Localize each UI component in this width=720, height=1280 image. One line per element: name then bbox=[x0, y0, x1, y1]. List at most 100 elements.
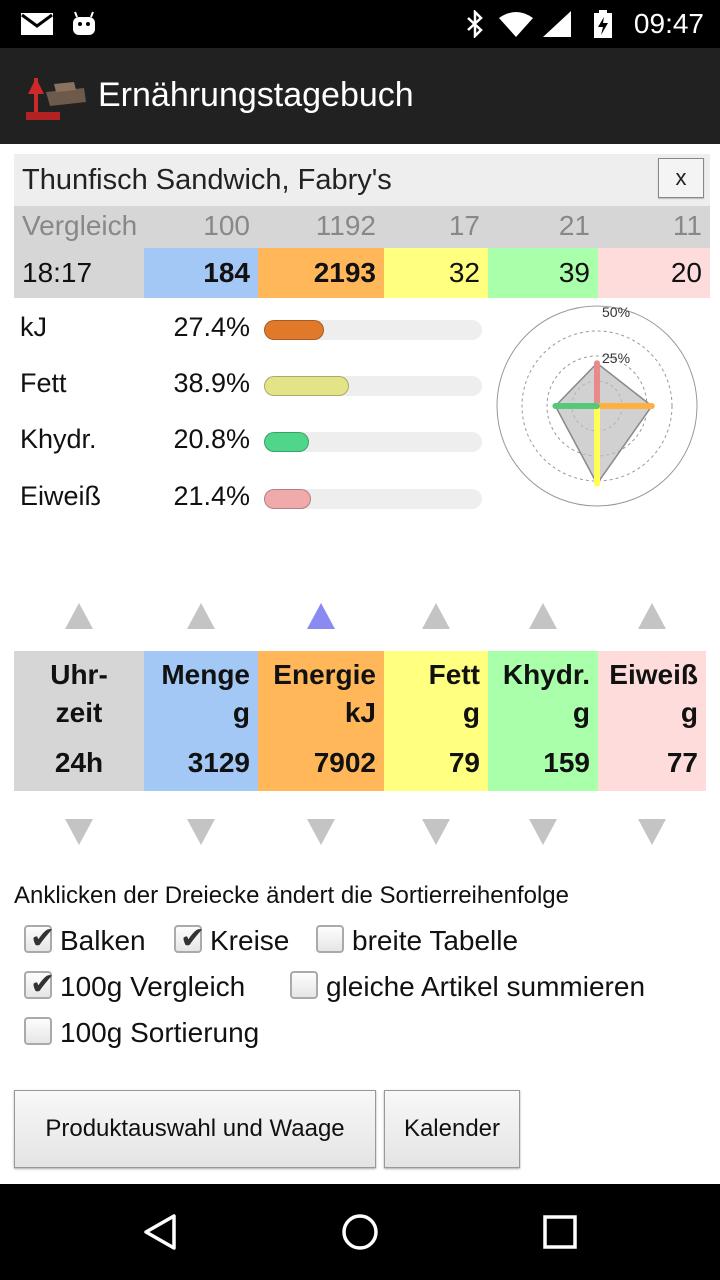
recents-icon[interactable] bbox=[542, 1214, 578, 1250]
sort-down-fat-icon[interactable] bbox=[422, 819, 450, 845]
summary-unit: g bbox=[680, 697, 698, 728]
comparison-energy: 1192 bbox=[315, 210, 376, 241]
sort-up-protein-icon[interactable] bbox=[638, 603, 666, 629]
nutrient-bar-fill bbox=[264, 376, 349, 396]
summary-value: 79 bbox=[448, 747, 480, 778]
nutrient-percent: 27.4% bbox=[173, 312, 250, 342]
home-icon[interactable] bbox=[340, 1212, 380, 1252]
comparison-protein: 11 bbox=[672, 210, 702, 241]
nutrient-bar-fill bbox=[264, 489, 311, 509]
nutrient-row-fat: Fett 38.9% bbox=[14, 362, 494, 412]
nutrient-row-carbs: Khydr. 20.8% bbox=[14, 418, 494, 468]
option-label: Balken bbox=[60, 925, 146, 956]
entry-row[interactable]: 18:17 184 2193 32 39 20 bbox=[14, 248, 710, 298]
sort-down-energy-icon[interactable] bbox=[307, 819, 335, 845]
summary-col-protein: Eiweiß g 77 bbox=[598, 651, 706, 791]
summary-table: Uhr- zeit 24h Menge g 3129 Energie kJ 79… bbox=[14, 651, 706, 791]
checkbox-box[interactable]: ✔ bbox=[24, 922, 55, 955]
summary-col-carbs: Khydr. g 159 bbox=[488, 651, 598, 791]
summary-value: 7902 bbox=[313, 747, 376, 778]
option-100g-sort-checkbox[interactable]: 100g Sortierung bbox=[24, 1013, 304, 1053]
check-icon: ✔ bbox=[30, 922, 56, 955]
nutrient-label: Khydr. bbox=[20, 424, 97, 454]
navigation-bar bbox=[0, 1184, 720, 1280]
app-bar: Ernährungstagebuch bbox=[0, 48, 720, 144]
checkbox-box[interactable] bbox=[316, 925, 344, 953]
option-bars-checkbox[interactable]: ✔ Balken bbox=[24, 921, 164, 961]
option-label: Kreise bbox=[210, 925, 290, 956]
option-label: 100g Vergleich bbox=[60, 971, 246, 1002]
mail-icon bbox=[21, 13, 53, 35]
radar-label-50: 50% bbox=[602, 304, 630, 320]
nutrient-radar-chart: 50% 25% bbox=[496, 304, 698, 507]
wifi-icon bbox=[499, 12, 533, 37]
option-circles-checkbox[interactable]: ✔ Kreise bbox=[174, 921, 304, 961]
nutrient-bar-track bbox=[264, 489, 482, 509]
nutrient-percent: 21.4% bbox=[173, 481, 250, 511]
product-title: Thunfisch Sandwich, Fabry's bbox=[22, 164, 392, 196]
checkbox-box[interactable] bbox=[24, 1017, 52, 1045]
calendar-button[interactable]: Kalender bbox=[384, 1090, 520, 1168]
summary-unit: g bbox=[462, 697, 480, 728]
sort-up-energy-icon[interactable] bbox=[307, 603, 335, 629]
summary-unit: g bbox=[572, 697, 590, 728]
app-title: Ernährungstagebuch bbox=[98, 76, 414, 114]
radar-ring-50 bbox=[496, 305, 698, 507]
nutrient-label: Eiweiß bbox=[20, 481, 102, 511]
summary-header: Fett bbox=[428, 659, 480, 690]
checkbox-box[interactable]: ✔ bbox=[174, 922, 205, 955]
summary-unit: zeit bbox=[55, 697, 103, 728]
nutrient-bar-track bbox=[264, 320, 482, 340]
option-sum-articles-checkbox[interactable]: gleiche Artikel summieren bbox=[290, 967, 700, 1007]
checkbox-box[interactable] bbox=[290, 971, 318, 999]
nutrient-label: kJ bbox=[20, 312, 47, 342]
summary-unit: kJ bbox=[344, 697, 376, 728]
comparison-quantity: 100 bbox=[203, 210, 250, 241]
sort-descending-row bbox=[14, 819, 706, 859]
comparison-carbs: 21 bbox=[558, 210, 590, 241]
nutrient-bar-fill bbox=[264, 432, 310, 452]
summary-col-fat: Fett g 79 bbox=[384, 651, 488, 791]
sort-up-fat-icon[interactable] bbox=[422, 603, 450, 629]
summary-value: 3129 bbox=[187, 747, 250, 778]
sort-down-carbs-icon[interactable] bbox=[529, 819, 557, 845]
signal-icon bbox=[543, 11, 571, 37]
entry-protein: 20 bbox=[598, 248, 710, 298]
option-label: gleiche Artikel summieren bbox=[326, 971, 646, 1002]
sort-up-time-icon[interactable] bbox=[65, 603, 93, 629]
sort-up-quantity-icon[interactable] bbox=[187, 603, 215, 629]
clock: 09:47 bbox=[633, 8, 704, 39]
summary-col-energy: Energie kJ 7902 bbox=[258, 651, 384, 791]
nutrient-label: Fett bbox=[20, 368, 67, 398]
product-scale-button[interactable]: Produktauswahl und Waage bbox=[14, 1090, 376, 1168]
summary-col-time: Uhr- zeit 24h bbox=[14, 651, 144, 791]
sort-up-carbs-icon[interactable] bbox=[529, 603, 557, 629]
summary-value: 24h bbox=[54, 747, 104, 778]
product-card: Thunfisch Sandwich, Fabry's x Vergleich … bbox=[10, 154, 710, 534]
sort-down-time-icon[interactable] bbox=[65, 819, 93, 845]
summary-unit: g bbox=[232, 697, 250, 728]
option-100g-compare-checkbox[interactable]: ✔ 100g Vergleich bbox=[24, 967, 284, 1007]
status-bar: 09:47 bbox=[0, 0, 720, 48]
comparison-fat: 17 bbox=[448, 210, 480, 241]
radar-area bbox=[554, 362, 653, 486]
checkbox-box[interactable]: ✔ bbox=[24, 968, 55, 1001]
sort-down-protein-icon[interactable] bbox=[638, 819, 666, 845]
battery-charging-icon bbox=[594, 10, 612, 38]
sort-ascending-row bbox=[14, 603, 706, 643]
summary-col-quantity: Menge g 3129 bbox=[144, 651, 258, 791]
nutrient-row-protein: Eiweiß 21.4% bbox=[14, 475, 494, 525]
option-wide-table-checkbox[interactable]: breite Tabelle bbox=[316, 921, 556, 961]
sort-down-quantity-icon[interactable] bbox=[187, 819, 215, 845]
close-button[interactable]: x bbox=[658, 158, 704, 198]
nutrient-percent: 38.9% bbox=[173, 368, 250, 398]
summary-value: 77 bbox=[666, 747, 698, 778]
summary-header: Eiweiß bbox=[609, 659, 698, 690]
entry-carbs: 39 bbox=[488, 248, 598, 298]
nutrient-percent: 20.8% bbox=[173, 424, 250, 454]
nutrient-bar-track bbox=[264, 432, 482, 452]
entry-fat: 32 bbox=[384, 248, 488, 298]
back-icon[interactable] bbox=[140, 1212, 180, 1252]
summary-header: Energie bbox=[273, 659, 376, 690]
nutrient-row-energy: kJ 27.4% bbox=[14, 306, 494, 356]
